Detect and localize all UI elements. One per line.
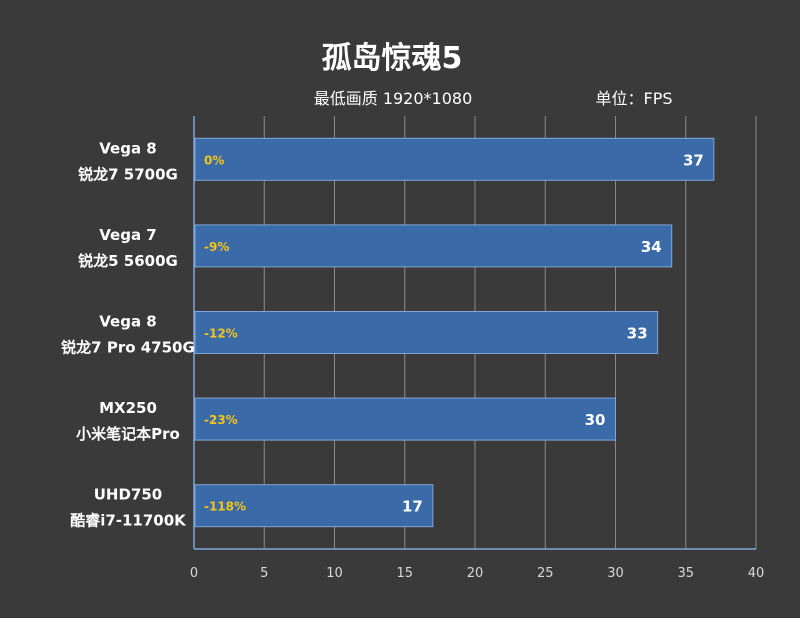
category-label-line2: 锐龙7 Pro 4750G [61,339,195,357]
value-label: 33 [627,325,648,343]
category-label-line2: 小米笔记本Pro [76,425,180,443]
bar [194,137,715,181]
category-label-line1: UHD750 [94,486,163,504]
category-label-line1: Vega 8 [99,313,156,331]
category-label-line1: Vega 8 [99,139,156,157]
category-label-line1: Vega 7 [99,226,156,244]
x-tick-label: 10 [326,566,343,581]
value-label: 17 [402,498,423,516]
x-tick-label: 25 [537,566,554,581]
category-label-line1: MX250 [99,399,157,417]
x-tick-label: 35 [677,566,694,581]
chart-subtitle: 最低画质 1920*1080 [314,89,473,108]
category-labels: Vega 8 锐龙7 5700G Vega 7 锐龙5 5600G Vega 8 锐龙7 … [61,139,195,529]
category-label-line2: 锐龙5 5600G [78,252,178,270]
x-tick-label: 40 [748,566,765,581]
percent-label: 0% [204,153,224,167]
bars: 0% 37 -9% 34 -12% 33 -23% 30 -118% 17 [194,137,715,528]
category-label-line2: 锐龙7 5700G [78,165,178,183]
bar [194,397,616,441]
value-label: 34 [641,238,662,256]
bar [194,484,434,528]
x-tick-label: 15 [396,566,413,581]
category-label-line2: 酷睿i7-11700K [70,512,187,530]
x-axis-ticks: 0 5 10 15 20 25 30 35 40 [190,566,764,581]
percent-label: -9% [204,240,229,254]
percent-label: -118% [204,500,246,514]
unit-label: 单位：FPS [595,89,672,108]
bar [194,224,673,268]
x-tick-label: 20 [467,566,484,581]
x-tick-label: 5 [260,566,268,581]
chart-title: 孤岛惊魂5 [322,41,463,76]
x-tick-label: 0 [190,566,198,581]
x-tick-label: 30 [607,566,624,581]
bar [194,311,659,354]
percent-label: -12% [204,327,238,341]
percent-label: -23% [204,413,238,427]
value-label: 37 [683,151,704,169]
value-label: 30 [585,411,606,429]
